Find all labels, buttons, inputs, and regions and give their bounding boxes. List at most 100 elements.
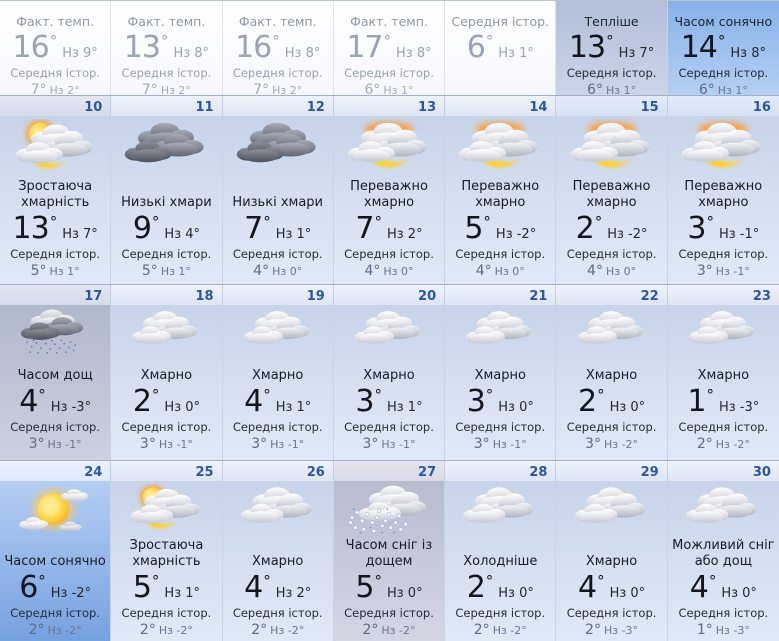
historical-low: Нз 1° bbox=[383, 84, 414, 95]
day-cell[interactable]: Переважно хмарно 3 ° Нз -1° Середня істор. 3°… bbox=[667, 116, 779, 284]
historical-average-label: Середня істор. bbox=[678, 247, 769, 261]
day-cell[interactable]: Переважно хмарно 2 ° Нз -2° Середня істор. 4°… bbox=[556, 116, 668, 284]
date-cell[interactable]: 15 bbox=[556, 96, 668, 117]
historical-average-label: Середня істор. bbox=[232, 66, 323, 80]
date-cell[interactable]: 29 bbox=[556, 461, 668, 482]
date-cell[interactable]: 11 bbox=[111, 96, 223, 117]
low-temp: Нз 9° bbox=[62, 46, 98, 61]
condition-text: Переважно хмарно bbox=[684, 179, 763, 210]
forecast-temperature: 9 ° Нз 4° bbox=[133, 212, 200, 245]
degree-symbol: ° bbox=[383, 32, 392, 50]
day-cell[interactable]: Переважно хмарно 7 ° Нз 2° Середня істор. 4° Н… bbox=[333, 116, 446, 284]
day-cell[interactable]: Хмарно 2 ° Нз 0° Середня істор. 3° Нз -1° bbox=[111, 305, 223, 460]
date-cell[interactable]: 30 bbox=[667, 461, 779, 482]
historical-low: Нз -1° bbox=[47, 438, 82, 451]
historical-average-label: Середня істор. bbox=[344, 420, 434, 434]
day-cell[interactable]: Низькі хмари 7 ° Нз 1° Середня істор. 4° Нз 0° bbox=[222, 116, 334, 284]
date-cell[interactable]: 10 bbox=[0, 96, 112, 117]
summary-cell[interactable]: Середня істор. 6 ° Нз 1° bbox=[445, 1, 557, 95]
degree-symbol: ° bbox=[483, 213, 491, 231]
date-cell[interactable]: 27 bbox=[333, 461, 446, 482]
date-cell[interactable]: 19 bbox=[222, 285, 334, 306]
date-cell[interactable]: 28 bbox=[445, 461, 557, 482]
condition-text: Зростаюча хмарність bbox=[129, 538, 204, 569]
historical-average-temps: 3° Нз -1° bbox=[697, 262, 750, 280]
date-cell[interactable]: 17 bbox=[0, 285, 112, 306]
historical-average-temps: 6° Нз 1° bbox=[364, 81, 413, 95]
historical-low: Нз -2° bbox=[492, 624, 527, 637]
day-cell[interactable]: Часом сонячно 6 ° Нз -2° Середня істор. 2° Нз … bbox=[0, 481, 112, 641]
forecast-temperature: 4 ° Нз -3° bbox=[19, 385, 91, 418]
day-cell[interactable]: Хмарно 3 ° Нз 1° Середня істор. 3° Нз -1° bbox=[333, 305, 446, 460]
low-temp: Нз 0° bbox=[721, 586, 757, 601]
cloudy-icon bbox=[561, 484, 663, 536]
historical-average-temps: 6° Нз 1° bbox=[699, 81, 748, 95]
week-row: Часом дощ 4 ° Нз -3° Середня істор. 3° Нз -1° Х… bbox=[0, 305, 779, 460]
historical-high: 3° bbox=[139, 436, 156, 452]
degree-symbol: ° bbox=[374, 572, 382, 590]
summary-cell[interactable]: Тепліше 13 ° Нз 7° Середня істор. 6° Нз 1° bbox=[556, 1, 668, 95]
condition-text: Часом сніг із дощем bbox=[345, 538, 433, 569]
condition-text: Низькі хмари bbox=[121, 195, 212, 210]
cloudy-icon bbox=[672, 308, 774, 356]
high-temp: 3 bbox=[466, 384, 486, 419]
high-temp: 17 bbox=[346, 30, 383, 65]
date-cell[interactable]: 21 bbox=[445, 285, 557, 306]
historical-low: Нз -2° bbox=[270, 624, 305, 637]
low-temp: Нз 0° bbox=[386, 586, 423, 601]
date-cell[interactable]: 23 bbox=[667, 285, 779, 306]
summary-cell[interactable]: Факт. темп. 13 ° Нз 8° Середня істор. 7° Нз 2° bbox=[111, 1, 223, 95]
day-cell[interactable]: Можливий сніг або дощ 4 ° Нз 0° Середня істо… bbox=[667, 481, 779, 641]
date-cell[interactable]: 20 bbox=[333, 285, 446, 306]
degree-symbol: ° bbox=[597, 386, 605, 404]
degree-symbol: ° bbox=[374, 213, 382, 231]
historical-average-temps: 3° Нз -1° bbox=[474, 435, 527, 453]
day-cell[interactable]: Хмарно 4 ° Нз 0° Середня істор. 2° Нз -3° bbox=[556, 481, 668, 641]
day-cell[interactable]: Хмарно 1 ° Нз -3° Середня істор. 2° Нз -2° bbox=[667, 305, 779, 460]
summary-cell[interactable]: Факт. темп. 16 ° Нз 8° Середня істор. 7° Нз 2° bbox=[222, 1, 334, 95]
high-temp: 4 bbox=[244, 384, 263, 419]
low-temp: Нз 7° bbox=[618, 46, 655, 61]
day-cell[interactable]: Переважно хмарно 5 ° Нз -2° Середня істор. 4°… bbox=[445, 116, 557, 284]
condition-text: Хмарно bbox=[252, 554, 304, 569]
degree-symbol: ° bbox=[485, 32, 494, 50]
historical-average-temps: 4° Нз 0° bbox=[476, 262, 525, 280]
historical-average-temps: 5° Нз 1° bbox=[142, 262, 191, 280]
forecast-temperature: 13 ° Нз 7° bbox=[569, 31, 654, 64]
date-cell[interactable]: 14 bbox=[445, 96, 557, 117]
day-cell[interactable]: Хмарно 2 ° Нз 0° Середня істор. 3° Нз -2° bbox=[556, 305, 668, 460]
low-temp: Нз 0° bbox=[498, 400, 534, 415]
date-cell[interactable]: 12 bbox=[222, 96, 334, 117]
day-cell[interactable]: Холодніше 2 ° Нз 0° Середня істор. 2° Нз -2° bbox=[445, 481, 557, 641]
day-cell[interactable]: Часом дощ 4 ° Нз -3° Середня істор. 3° Нз -1° bbox=[0, 305, 112, 460]
summary-cell[interactable]: Факт. темп. 17 ° Нз 8° Середня істор. 6° Нз 1° bbox=[333, 1, 446, 95]
day-cell[interactable]: Хмарно 4 ° Нз 2° Середня істор. 2° Нз -2° bbox=[222, 481, 334, 641]
degree-symbol: ° bbox=[706, 213, 714, 231]
day-cell[interactable]: Часом сніг із дощем 5 ° Нз 0° Середня істор.… bbox=[333, 481, 446, 641]
summary-cell[interactable]: Факт. темп. 16 ° Нз 9° Середня істор. 7° Нз 2° bbox=[0, 1, 112, 95]
high-temp: 2 bbox=[575, 211, 595, 246]
degree-symbol: ° bbox=[606, 32, 614, 50]
date-cell[interactable]: 26 bbox=[222, 461, 334, 482]
low-temp: Нз 8° bbox=[730, 46, 766, 61]
date-cell[interactable]: 16 bbox=[667, 96, 779, 117]
historical-low: Нз -2° bbox=[603, 438, 639, 451]
high-temp: 4 bbox=[19, 384, 38, 419]
date-cell[interactable]: 18 bbox=[111, 285, 223, 306]
date-cell[interactable]: 25 bbox=[111, 461, 223, 482]
date-cell[interactable]: 22 bbox=[556, 285, 668, 306]
day-cell[interactable]: Хмарно 4 ° Нз 1° Середня істор. 3° Нз -1° bbox=[222, 305, 334, 460]
date-cell[interactable]: 24 bbox=[0, 461, 112, 482]
summary-cell[interactable]: Часом сонячно 14 ° Нз 8° Середня істор. 6° Нз … bbox=[667, 1, 779, 95]
forecast-temperature: 13 ° Нз 8° bbox=[124, 31, 209, 64]
day-cell[interactable]: Зростаюча хмарність 5 ° Нз 1° Середня істор.… bbox=[111, 481, 223, 641]
day-cell[interactable]: Низькі хмари 9 ° Нз 4° Середня істор. 5° Нз 1° bbox=[111, 116, 223, 284]
low-temp: Нз 7° bbox=[62, 227, 98, 242]
historical-average-temps: 5° Нз 1° bbox=[31, 262, 80, 280]
forecast-temperature: 5 ° Нз 0° bbox=[355, 571, 422, 604]
day-cell[interactable]: Зростаюча хмарність 13 ° Нз 7° Середня істор… bbox=[0, 116, 112, 284]
date-number: 19 bbox=[306, 289, 325, 304]
day-cell[interactable]: Хмарно 3 ° Нз 0° Середня істор. 3° Нз -1° bbox=[445, 305, 557, 460]
date-cell[interactable]: 13 bbox=[333, 96, 446, 117]
